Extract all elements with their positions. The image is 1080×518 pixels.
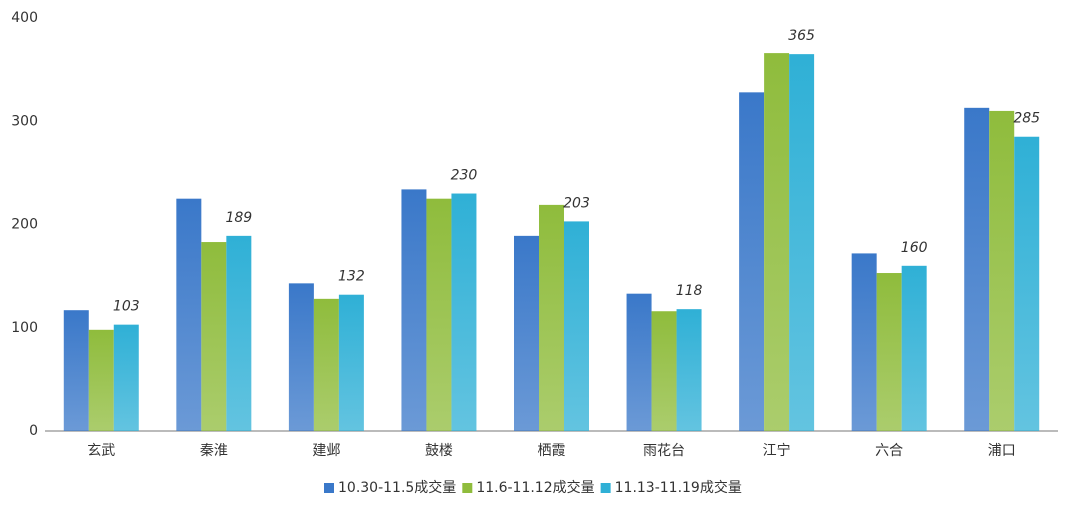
- bar: [651, 311, 677, 431]
- legend-label: 10.30-11.5成交量: [338, 479, 456, 496]
- bar: [564, 221, 589, 431]
- legend-label: 11.6-11.12成交量: [476, 479, 594, 496]
- value-label: 365: [788, 28, 815, 44]
- value-label: 160: [901, 240, 928, 256]
- bar: [88, 329, 114, 431]
- value-label: 203: [563, 195, 590, 211]
- value-label: 189: [225, 210, 252, 226]
- bar: [176, 198, 202, 431]
- bar: [1014, 136, 1040, 432]
- x-tick-label: 栖霞: [538, 443, 566, 459]
- bar: [901, 265, 927, 431]
- value-label: 230: [451, 168, 478, 184]
- bar: [426, 198, 452, 431]
- bar: [764, 53, 790, 431]
- bar: [964, 107, 990, 431]
- y-tick-label: 0: [29, 423, 38, 439]
- y-tick-label: 300: [11, 113, 38, 129]
- legend-label: 11.13-11.19成交量: [615, 479, 742, 496]
- bar: [514, 235, 539, 431]
- bar: [626, 293, 652, 431]
- value-label: 118: [676, 283, 703, 299]
- bar: [338, 294, 364, 431]
- legend-swatch: [600, 483, 611, 493]
- bar: [113, 324, 139, 431]
- legend-swatch: [462, 483, 473, 493]
- value-label: 132: [338, 269, 365, 285]
- bar: [676, 309, 702, 431]
- x-tick-label: 浦口: [988, 443, 1016, 459]
- x-tick-label: 建邺: [312, 443, 340, 459]
- bar: [539, 204, 564, 431]
- value-label: 103: [113, 299, 140, 315]
- y-tick-label: 400: [11, 10, 38, 26]
- x-tick-label: 鼓楼: [425, 443, 453, 459]
- x-tick-label: 玄武: [87, 442, 115, 459]
- bar: [288, 283, 314, 431]
- bar: [401, 189, 427, 431]
- bar: [63, 310, 89, 431]
- bar: [989, 110, 1015, 432]
- bar: [851, 253, 877, 431]
- bar: [313, 298, 339, 431]
- bar: [451, 193, 477, 431]
- x-tick-label: 雨花台: [643, 443, 685, 459]
- legend-swatch: [324, 483, 334, 493]
- x-tick-label: 秦淮: [200, 443, 228, 459]
- x-tick-label: 江宁: [763, 442, 791, 459]
- x-tick-label: 六合: [875, 443, 903, 459]
- bar: [739, 92, 765, 431]
- value-label: 285: [1013, 111, 1040, 127]
- y-tick-label: 200: [11, 217, 38, 233]
- bar: [789, 54, 815, 431]
- y-tick-label: 100: [11, 320, 38, 336]
- bar: [226, 235, 252, 431]
- bar: [201, 242, 227, 431]
- bar: [876, 273, 902, 431]
